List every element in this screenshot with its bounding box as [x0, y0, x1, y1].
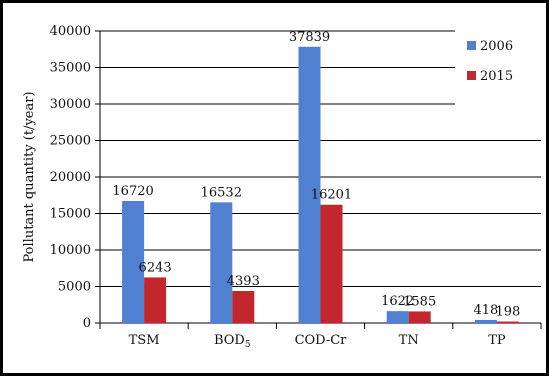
- x-tick-label: COD-Cr: [295, 333, 348, 348]
- legend-label: 2015: [480, 69, 513, 84]
- bar-chart: 0 5000 10000 15000 20000 25000 30000 35000 40000…: [22, 24, 542, 350]
- bar-2006-tsm: [122, 200, 145, 323]
- data-label: 37839: [289, 30, 330, 45]
- y-tick-label: 40000: [50, 24, 91, 39]
- y-tick-label: 30000: [50, 97, 91, 112]
- x-tick-label: TN: [399, 333, 419, 348]
- bar-2006-cod-cr: [298, 46, 321, 323]
- data-label: 198: [495, 305, 520, 320]
- y-tick-label: 20000: [50, 170, 91, 185]
- y-tick-label: 15000: [50, 207, 91, 222]
- data-label: 16201: [311, 188, 352, 203]
- data-label: 4393: [227, 274, 260, 289]
- x-tick-label: TSM: [129, 333, 160, 348]
- bar-2006-tn: [386, 311, 409, 323]
- y-tick-label: 10000: [50, 243, 91, 258]
- bar-2015-cod-cr: [320, 204, 343, 323]
- data-label: 1585: [403, 294, 436, 309]
- bar-2006-bod5: [210, 202, 233, 323]
- y-tick-label: 5000: [58, 280, 91, 295]
- x-tick-label: BOD5: [214, 333, 251, 350]
- data-label: 418: [473, 303, 498, 318]
- bar-2015-tn: [408, 311, 431, 323]
- bar-2006-tp: [474, 319, 497, 323]
- y-tick-label: 0: [83, 316, 91, 331]
- legend-swatch-2006: [467, 41, 476, 50]
- data-label: 6243: [139, 260, 172, 275]
- legend-swatch-2015: [467, 71, 476, 80]
- y-tick-label: 35000: [50, 61, 91, 76]
- data-label: 1622: [381, 294, 414, 309]
- data-label: 16532: [201, 185, 242, 200]
- x-tick-label: TP: [488, 333, 506, 348]
- bar-2015-tsm: [144, 277, 167, 323]
- y-tick-label: 25000: [50, 134, 91, 149]
- y-axis-label: Pollutant quantity (t/year): [22, 91, 37, 262]
- data-label: 16720: [112, 184, 153, 199]
- bar-2015-bod5: [232, 290, 255, 323]
- legend-label: 2006: [480, 39, 513, 54]
- bar-2015-tp: [496, 321, 519, 323]
